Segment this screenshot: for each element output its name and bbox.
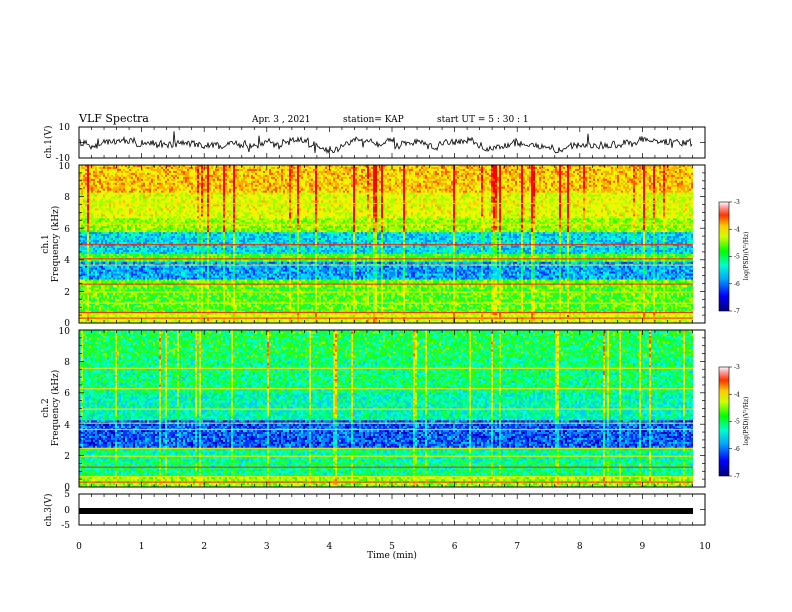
ch1-spectrogram-image: [79, 165, 693, 324]
ch1-colorbar: -3 -4 -5 -6 -7 log(PSD)(V²/Hz): [718, 199, 750, 315]
colorbar-tick-label: -4: [734, 391, 740, 398]
x-tick-label: 8: [577, 542, 583, 552]
ch1-spec-ytick-0: 0: [64, 319, 70, 329]
x-tick-label: 0: [76, 542, 82, 552]
ch2-spec-ytick-10: 10: [59, 327, 71, 337]
ch2-spec-ytick-8: 8: [64, 358, 70, 368]
ch1-waveform-ylabel: ch.1(V): [43, 126, 54, 159]
ch3-ytick-top: 5: [64, 490, 70, 500]
x-tick-label: 7: [514, 542, 520, 552]
ch1-spec-ytick-4: 4: [64, 256, 70, 266]
ch1-waveform-line: [79, 131, 693, 154]
x-tick-label: 6: [452, 542, 458, 552]
ch2-colorbar: -3 -4 -5 -6 -7 log(PSD)(V²/Hz): [718, 364, 750, 480]
ch3-waveform-line: [79, 508, 693, 514]
colorbar-tick-label: -7: [734, 473, 740, 480]
x-axis-label: Time (min): [367, 550, 417, 561]
ch1-spec-ytick-6: 6: [64, 225, 70, 235]
ch3-waveform-ylabel: ch.3(V): [43, 494, 54, 527]
colorbar-tick-label: -3: [734, 364, 740, 371]
header-start-ut: start UT = 5 : 30 : 1: [437, 115, 529, 125]
colorbar-tick-label: -5: [734, 419, 740, 426]
ch2-colorbar-bar: [718, 366, 730, 477]
ch2-spec-ytick-2: 2: [64, 452, 70, 462]
ch1-colorbar-label: log(PSD)(V²/Hz): [743, 232, 750, 281]
x-tick-label: 2: [201, 542, 207, 552]
ch1-spectrogram-ticks: [78, 164, 706, 324]
ch2-spec-ytick-4: 4: [64, 421, 70, 431]
ch3-waveform-panel: 5 0 -5 ch.3(V): [43, 490, 706, 531]
ch1-spec-ylabel-channel: ch.1: [41, 234, 51, 253]
figure-header: VLF Spectra Apr. 3 , 2021 station= KAP s…: [78, 112, 529, 125]
ch3-ytick-mid: 0: [64, 506, 70, 516]
colorbar-tick-label: -3: [734, 199, 740, 206]
colorbar-tick-label: -6: [734, 281, 740, 288]
ch2-colorbar-ticks: -3 -4 -5 -6 -7: [729, 364, 740, 480]
ch2-spec-ytick-0: 0: [64, 483, 70, 493]
colorbar-tick-label: -5: [734, 254, 740, 261]
x-tick-labels: 0 1 2 3 4 5 6 7 8 9 10: [76, 542, 711, 552]
ch1-spectrogram-panel: 0 2 4 6 8 10 ch.1 Frequency (kHz): [41, 162, 706, 329]
x-tick-label: 1: [139, 542, 145, 552]
ch1-waveform-panel: 10 -10 ch.1(V): [43, 123, 706, 164]
ch1-spec-ytick-2: 2: [64, 288, 70, 298]
x-tick-label: 3: [264, 542, 270, 552]
figure-title: VLF Spectra: [78, 112, 149, 125]
ch2-spectrogram-ticks: [78, 329, 706, 488]
ch1-ytick-bottom: -10: [56, 154, 71, 164]
ch2-spec-ylabel-channel: ch.2: [41, 398, 51, 417]
ch2-spectrogram-image: [79, 330, 693, 488]
colorbar-tick-label: -7: [734, 308, 740, 315]
ch1-ytick-top: 10: [59, 123, 71, 133]
header-date: Apr. 3 , 2021: [251, 115, 311, 125]
ch1-spec-ylabel-frequency: Frequency (kHz): [50, 206, 61, 283]
colorbar-tick-label: -4: [734, 226, 740, 233]
colorbar-tick-label: -6: [734, 446, 740, 453]
ch2-colorbar-label: log(PSD)(V²/Hz): [743, 397, 750, 446]
ch3-ytick-bottom: -5: [61, 521, 70, 531]
ch2-spec-ytick-6: 6: [64, 389, 70, 399]
header-station: station= KAP: [343, 115, 404, 125]
ch2-spectrogram-panel: 0 2 4 6 8 10 ch.2 Frequency (kHz): [41, 327, 706, 493]
x-tick-label: 4: [327, 542, 333, 552]
x-tick-label: 5: [389, 542, 395, 552]
ch1-spec-ytick-8: 8: [64, 193, 70, 203]
ch1-colorbar-ticks: -3 -4 -5 -6 -7: [729, 199, 740, 315]
ch2-spec-ylabel-frequency: Frequency (kHz): [50, 370, 61, 447]
ch3-waveform-ticks: [78, 494, 706, 525]
ch1-waveform-ticks: [78, 127, 706, 158]
ch1-spec-ytick-10: 10: [59, 162, 71, 172]
ch1-colorbar-bar: [718, 201, 730, 312]
x-tick-label: 9: [640, 542, 646, 552]
x-tick-label: 10: [699, 542, 711, 552]
